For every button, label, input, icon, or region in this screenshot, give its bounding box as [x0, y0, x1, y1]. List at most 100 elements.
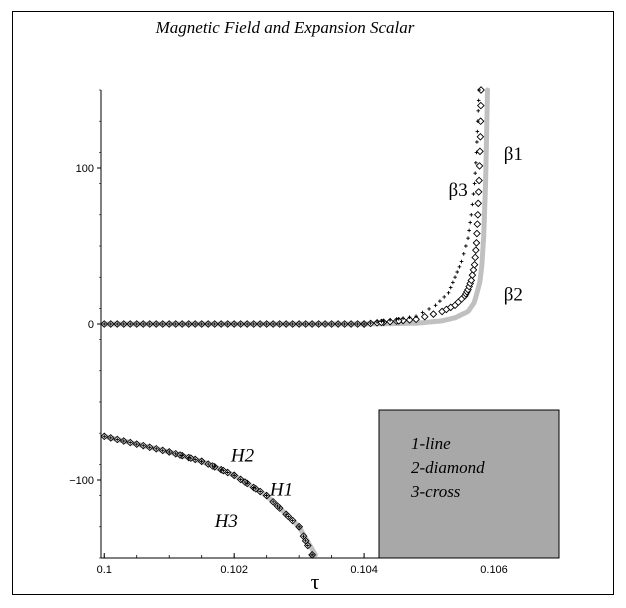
- cross-marker: [225, 322, 230, 326]
- cross-marker: [303, 539, 308, 543]
- x-tick-label: 0.102: [220, 564, 248, 576]
- diamond-marker: [472, 246, 480, 254]
- legend-box: [378, 409, 560, 559]
- series-line-β1: [101, 87, 490, 327]
- cross-marker: [115, 437, 120, 442]
- diamond-marker: [476, 101, 485, 110]
- cross-marker: [316, 322, 321, 326]
- series-H3: [102, 434, 314, 557]
- diamond-marker: [429, 310, 438, 318]
- cross-marker: [475, 119, 480, 123]
- cross-marker: [186, 455, 191, 460]
- cross-marker: [173, 451, 178, 456]
- cross-marker: [238, 322, 243, 326]
- cross-marker: [474, 150, 479, 155]
- cross-marker: [277, 322, 282, 326]
- cross-marker: [284, 512, 288, 517]
- cross-marker: [451, 280, 455, 285]
- cross-marker: [221, 468, 226, 473]
- cross-marker: [375, 320, 379, 324]
- cross-marker: [297, 322, 301, 326]
- cross-marker: [368, 321, 373, 325]
- cross-marker: [349, 322, 353, 326]
- cross-marker: [128, 322, 133, 326]
- cross-marker: [420, 310, 425, 315]
- cross-marker: [232, 473, 236, 478]
- cross-marker: [407, 315, 412, 319]
- figure-frame: Magnetic Field and Expansion Scalar 0.1 0…: [12, 11, 614, 595]
- cross-marker: [180, 322, 185, 326]
- annotation-β2: β2: [504, 285, 523, 306]
- cross-marker: [160, 322, 165, 326]
- cross-marker: [245, 322, 249, 326]
- cross-marker: [258, 322, 262, 326]
- cross-marker: [464, 244, 468, 248]
- cross-marker: [189, 456, 193, 460]
- cross-marker: [271, 322, 275, 326]
- chart-svg: Magnetic Field and Expansion Scalar 0.1 0…: [69, 18, 560, 594]
- cross-marker: [102, 322, 107, 326]
- diamond-marker: [476, 132, 485, 141]
- diamond-marker: [476, 147, 484, 156]
- cross-marker: [476, 109, 481, 113]
- cross-marker: [102, 434, 107, 439]
- chart-title: Magnetic Field and Expansion Scalar: [155, 18, 415, 37]
- y-tick-label: 0: [88, 319, 94, 331]
- diamond-marker: [412, 315, 420, 324]
- cross-marker: [475, 140, 479, 144]
- legend-entry: 1-line: [411, 434, 451, 453]
- cross-marker: [154, 447, 159, 451]
- series-layer: [100, 86, 490, 559]
- cross-marker: [251, 322, 256, 326]
- x-tick-label: 0.106: [480, 564, 508, 576]
- cross-marker: [306, 543, 310, 548]
- cross-marker: [147, 445, 152, 450]
- diamond-marker: [473, 210, 482, 219]
- cross-marker: [212, 322, 217, 326]
- x-tick-label: 0.104: [350, 564, 378, 576]
- annotation-H3: H3: [214, 511, 238, 532]
- diamond-marker: [420, 312, 429, 321]
- series-β3: [102, 88, 481, 326]
- diamond-marker: [476, 117, 485, 126]
- diamond-marker: [474, 199, 483, 208]
- cross-marker: [219, 322, 223, 326]
- cross-marker: [167, 322, 172, 326]
- cross-marker: [323, 322, 327, 326]
- cross-marker: [475, 129, 480, 134]
- cross-marker: [470, 202, 475, 207]
- cross-marker: [147, 322, 152, 326]
- cross-marker: [141, 322, 146, 326]
- cross-marker: [271, 500, 275, 504]
- cross-marker: [212, 465, 217, 469]
- legend-entry: 2-diamond: [411, 458, 485, 477]
- diamond-marker: [472, 239, 481, 247]
- x-axis-label: τ: [311, 569, 320, 594]
- cross-marker: [297, 525, 301, 529]
- cross-marker: [251, 485, 256, 490]
- diamond-marker: [471, 253, 480, 262]
- cross-marker: [336, 322, 340, 326]
- diamond-marker: [475, 176, 483, 185]
- annotation-β3: β3: [449, 180, 468, 201]
- cross-marker: [199, 459, 204, 464]
- cross-marker: [467, 228, 471, 233]
- cross-marker: [362, 322, 366, 326]
- cross-marker: [210, 464, 215, 468]
- cross-marker: [108, 436, 113, 440]
- cross-marker: [238, 477, 243, 482]
- diamond-marker: [473, 229, 481, 238]
- cross-marker: [154, 322, 159, 326]
- cross-marker: [141, 443, 146, 448]
- cross-marker: [303, 322, 308, 326]
- diamond-marker: [468, 271, 477, 279]
- cross-marker: [453, 275, 457, 279]
- cross-marker: [128, 440, 133, 445]
- annotation-H2: H2: [230, 445, 255, 466]
- legend: 1-line 2-diamond 3-cross: [378, 409, 560, 559]
- cross-marker: [477, 88, 481, 92]
- cross-marker: [134, 442, 139, 446]
- cross-marker: [121, 439, 126, 443]
- cross-marker: [275, 504, 280, 508]
- series-β1: [101, 87, 490, 327]
